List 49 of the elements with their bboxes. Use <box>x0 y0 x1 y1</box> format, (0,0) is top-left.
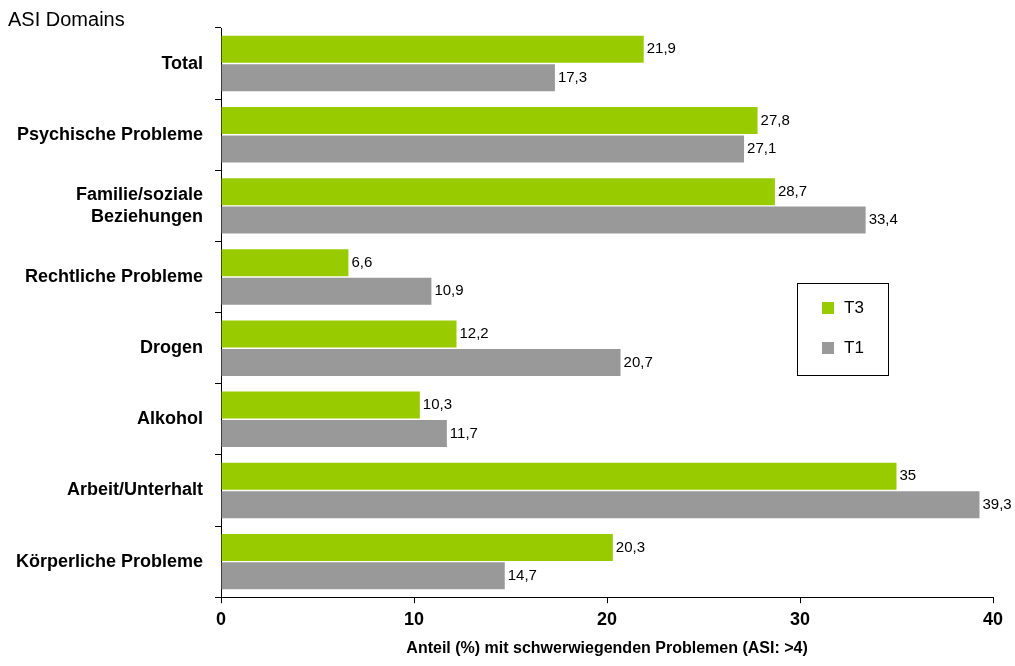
x-tick-label: 0 <box>216 608 227 629</box>
bar <box>221 277 432 305</box>
data-label: 12,2 <box>459 324 489 342</box>
x-tick-label: 40 <box>982 608 1004 629</box>
bar <box>221 135 745 163</box>
data-label: 27,8 <box>760 110 790 128</box>
bar <box>221 462 897 490</box>
data-label: 6,6 <box>351 252 373 270</box>
data-label: 11,7 <box>449 423 478 441</box>
bar <box>221 64 555 92</box>
x-tick-label: 10 <box>404 608 425 629</box>
legend-label: T3 <box>844 298 864 318</box>
bar <box>221 249 349 277</box>
bar <box>221 562 505 590</box>
y-tick-label: Total <box>161 52 204 73</box>
data-label: 35 <box>899 466 917 484</box>
y-tick-label: Familie/soziale Beziehungen <box>76 184 204 226</box>
x-tick-label: 20 <box>597 608 618 629</box>
data-label: 17,3 <box>557 67 588 85</box>
bar <box>221 391 420 419</box>
bar <box>221 178 775 206</box>
bar <box>221 206 866 234</box>
data-label: 21,9 <box>646 39 676 57</box>
y-tick-label: Arbeit/Unterhalt <box>67 479 204 500</box>
y-tick-label: Drogen <box>140 337 204 358</box>
data-label: 10,3 <box>422 395 453 413</box>
data-label: 39,3 <box>982 494 1012 512</box>
data-label: 14,7 <box>507 566 537 583</box>
data-label: 28,7 <box>777 181 808 199</box>
data-label: 27,1 <box>747 139 777 157</box>
bar <box>221 106 758 135</box>
bar <box>221 35 644 63</box>
y-tick-label: Rechtliche Probleme <box>25 265 204 286</box>
legend-label: T1 <box>844 338 864 358</box>
y-axis-title: ASI Domains <box>8 8 125 31</box>
bar <box>221 491 980 519</box>
bar <box>221 533 613 561</box>
data-label: 33,4 <box>868 210 898 228</box>
data-label: 10,9 <box>434 281 464 299</box>
y-tick-label: Alkohol <box>137 408 204 429</box>
x-axis-title: Anteil (%) mit schwerwiegenden Problemen (ASI: >4) <box>406 638 808 656</box>
data-label: 20,3 <box>615 537 646 555</box>
y-tick-label: Psychische Probleme <box>16 123 204 144</box>
y-tick-label: Körperliche Probleme <box>16 550 204 571</box>
data-label: 20,7 <box>623 352 653 370</box>
bar <box>221 420 447 448</box>
bar <box>221 320 457 348</box>
x-tick-label: 30 <box>790 608 811 629</box>
bar <box>221 348 621 376</box>
